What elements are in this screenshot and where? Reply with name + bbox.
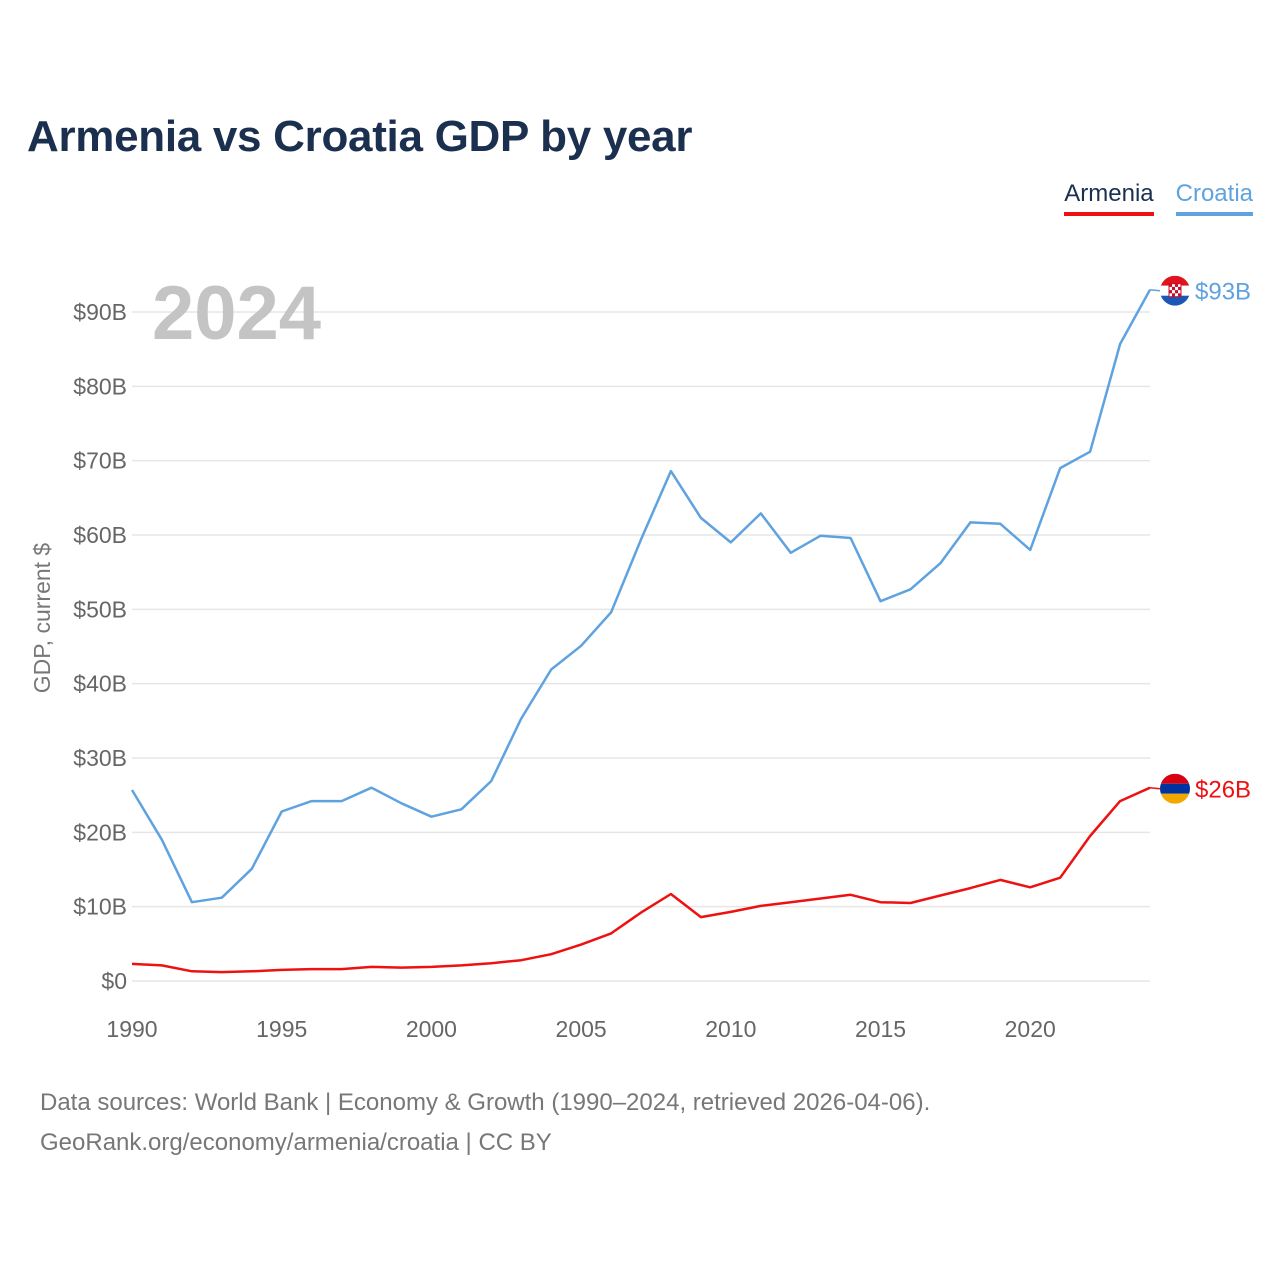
y-axis-ticks: $0 $10B $20B $30B $40B $50B $60B $70B $80B $90B [73, 299, 127, 994]
series-lines [130, 289, 1152, 974]
y-tick-label: $80B [73, 373, 127, 399]
series-line-armenia[interactable] [131, 786, 1151, 974]
x-tick-label: 2000 [406, 1016, 457, 1042]
x-tick-label: 2015 [855, 1016, 906, 1042]
x-tick-label: 2010 [705, 1016, 756, 1042]
y-tick-label: $30B [73, 745, 127, 771]
y-tick-label: $40B [73, 671, 127, 697]
x-axis-ticks: 1990 1995 2000 2005 2010 2015 2020 [106, 1016, 1055, 1042]
source-note: Data sources: World Bank | Economy & Gro… [40, 1083, 930, 1163]
y-axis-label: GDP, current $ [29, 543, 55, 694]
end-label-armenia: $26B [1195, 777, 1251, 804]
y-tick-label: $90B [73, 299, 127, 325]
y-tick-label: $60B [73, 522, 127, 548]
x-tick-label: 1990 [106, 1016, 157, 1042]
source-line-1: Data sources: World Bank | Economy & Gro… [40, 1089, 931, 1116]
x-tick-label: 2005 [556, 1016, 607, 1042]
legend-item-armenia[interactable]: Armenia [1064, 180, 1154, 216]
armenia-flag-icon [1160, 773, 1190, 804]
y-tick-label: $0 [101, 968, 127, 994]
series-line-croatia[interactable] [130, 289, 1152, 904]
y-tick-label: $10B [73, 894, 127, 920]
year-watermark: 2024 [152, 271, 321, 356]
legend-item-croatia[interactable]: Croatia [1175, 180, 1253, 216]
end-connector-armenia [1149, 786, 1161, 790]
grid-lines [132, 311, 1150, 982]
chart-title: Armenia vs Croatia GDP by year [27, 112, 693, 161]
legend: Armenia Croatia [1064, 180, 1253, 216]
source-line-2[interactable]: GeoRank.org/economy/armenia/croatia | CC… [40, 1129, 552, 1156]
end-label-croatia: $93B [1195, 279, 1251, 306]
y-tick-label: $50B [73, 596, 127, 622]
line-chart: $0 $10B $20B $30B $40B $50B $60B $70B $80B $90B 1… [29, 271, 1251, 1042]
y-tick-label: $70B [73, 448, 127, 474]
end-flags: $26B $93B [1149, 275, 1251, 804]
x-tick-label: 2020 [1005, 1016, 1056, 1042]
x-tick-label: 1995 [256, 1016, 307, 1042]
y-tick-label: $20B [73, 819, 127, 845]
end-connector-croatia [1149, 288, 1161, 292]
croatia-flag-icon [1160, 275, 1190, 306]
